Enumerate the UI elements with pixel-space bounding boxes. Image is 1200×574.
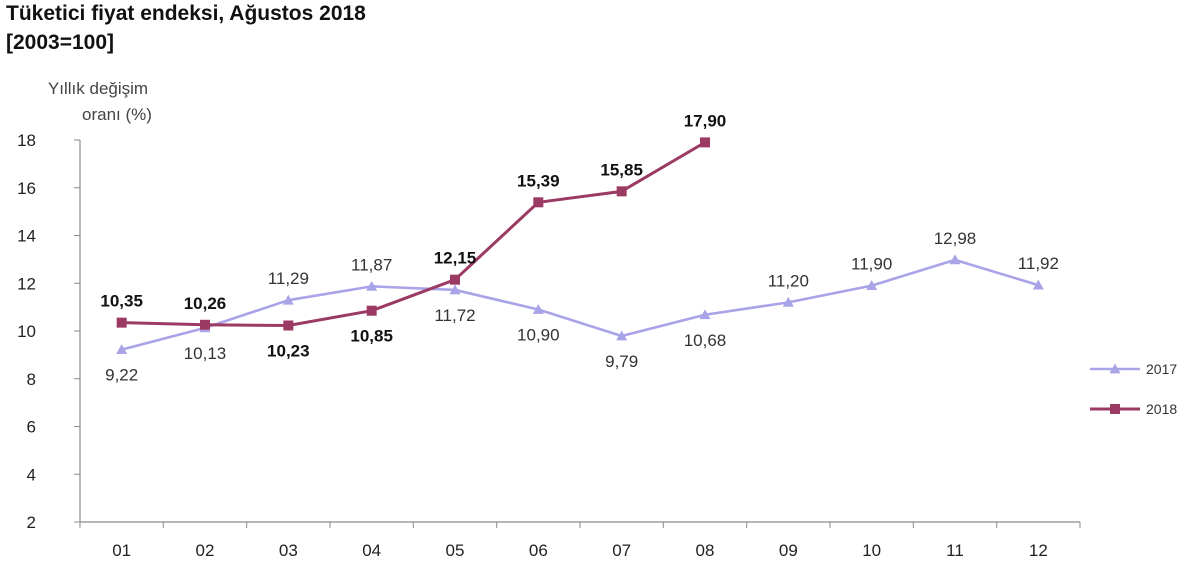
series-2017-data-label: 10,68 <box>684 331 727 350</box>
series-2018-data-label: 10,23 <box>267 342 310 361</box>
x-tick-label: 09 <box>779 541 798 560</box>
x-tick-label: 12 <box>1029 541 1048 560</box>
y-tick-label: 16 <box>17 179 36 198</box>
series-2018-data-label: 15,39 <box>517 171 560 190</box>
x-tick-label: 07 <box>612 541 631 560</box>
series-2017-data-label: 11,29 <box>268 269 309 288</box>
y-axis-label-line-1: Yıllık değişim <box>48 79 148 98</box>
series-2018-point <box>366 305 377 316</box>
series-layer <box>116 137 1044 355</box>
y-tick-label: 18 <box>17 131 36 150</box>
x-tick-label: 08 <box>696 541 715 560</box>
series-2017-data-label: 11,92 <box>1018 254 1059 273</box>
series-2017-point <box>116 344 128 355</box>
x-tick-label: 03 <box>279 541 298 560</box>
x-tick-label: 01 <box>112 541 131 560</box>
series-2017-point <box>532 304 544 314</box>
data-labels-layer: 9,22 10,13 11,29 11,87 11,72 10,90 9,79 10,68 11… <box>100 111 1059 384</box>
x-tick-label: 11 <box>946 541 964 560</box>
series-2018-point <box>450 274 460 285</box>
series-2018-data-label: 15,85 <box>600 160 643 179</box>
x-tick-label: 10 <box>862 541 881 560</box>
x-tick-label: 05 <box>446 541 465 560</box>
series-2018-line <box>121 141 706 328</box>
chart-title: Tüketici fiyat endeksi, Ağustos 2018 <box>6 2 366 25</box>
series-2018-point <box>283 320 294 331</box>
series-2017-point <box>282 294 294 305</box>
series-2017-data-label: 9,22 <box>105 366 138 385</box>
series-2017-data-label: 12,98 <box>934 229 977 248</box>
series-2017-data-label: 11,90 <box>851 255 892 274</box>
series-2018-data-label: 10,35 <box>100 292 143 311</box>
series-2018-point <box>116 317 127 328</box>
series-2018-point <box>616 186 627 197</box>
series-2018-data-label: 10,85 <box>350 327 393 346</box>
chart-subtitle: [2003=100] <box>6 31 115 54</box>
series-2017-data-label: 10,13 <box>184 344 227 363</box>
series-2018-point <box>700 137 710 148</box>
series-2018-point <box>200 319 210 330</box>
series-2017-point <box>782 296 794 307</box>
y-tick-label: 2 <box>27 513 36 532</box>
y-axis-ticks: 2 4 6 8 10 12 14 16 18 <box>17 131 80 532</box>
y-tick-label: 6 <box>27 418 36 437</box>
series-2018-data-label: 12,15 <box>434 249 477 268</box>
legend-2018-marker <box>1110 404 1120 414</box>
series-2018-data-label: 10,26 <box>184 294 227 313</box>
series-2017-point <box>1032 279 1044 290</box>
series-2017-point <box>866 280 878 291</box>
series-2017-data-label: 10,90 <box>517 326 560 345</box>
y-axis-label-line-2: oranı (%) <box>82 105 152 124</box>
x-axis-ticks: 01 02 03 04 05 06 07 08 09 10 11 12 <box>79 522 1081 560</box>
x-tick-label: 06 <box>529 541 548 560</box>
x-tick-label: 04 <box>362 541 381 560</box>
series-2018-point <box>533 197 544 208</box>
x-tick-label: 02 <box>196 541 215 560</box>
series-2017-data-label: 9,79 <box>605 352 638 371</box>
series-2017-line <box>121 258 1039 351</box>
series-2017-point <box>616 330 628 341</box>
legend-2017-marker <box>1109 363 1121 374</box>
series-2017-data-label: 11,20 <box>768 271 809 290</box>
series-2017-point <box>949 254 961 265</box>
series-2018-data-label: 17,90 <box>684 111 727 130</box>
legend: 2017 2018 <box>1090 361 1177 417</box>
y-tick-label: 8 <box>27 370 36 389</box>
legend-2017-label: 2017 <box>1146 361 1177 377</box>
legend-2018-label: 2018 <box>1146 401 1177 417</box>
y-tick-label: 12 <box>17 274 36 293</box>
y-tick-label: 14 <box>17 227 36 246</box>
series-2017-point <box>699 309 711 320</box>
series-2017-point <box>449 284 461 295</box>
series-2017-data-label: 11,87 <box>351 255 392 274</box>
y-tick-label: 10 <box>17 322 36 341</box>
series-2017-point <box>366 280 378 291</box>
series-2017-data-label: 11,72 <box>434 306 475 325</box>
y-tick-label: 4 <box>27 465 36 484</box>
